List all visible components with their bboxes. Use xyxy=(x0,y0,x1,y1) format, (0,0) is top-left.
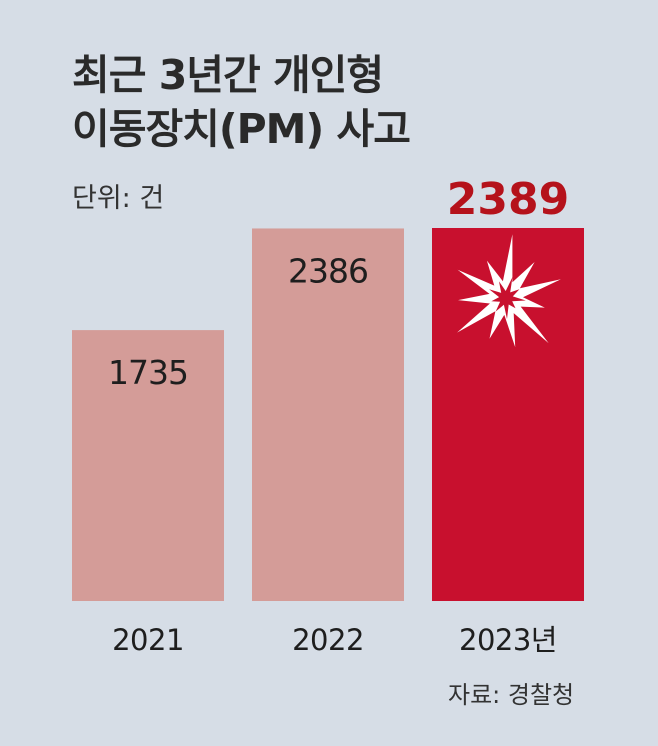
bar-2022 xyxy=(252,228,404,602)
source-label: 자료: 경찰청 xyxy=(448,681,575,709)
unit-label: 단위: 건 xyxy=(72,183,165,214)
chart-title-line1: 최근 3년간 개인형 xyxy=(72,51,384,99)
chart-title: 최근 3년간 개인형 이동장치(PM) 사고 xyxy=(72,48,411,156)
category-label: 2021 xyxy=(112,623,184,657)
value-label-highlight: 2389 xyxy=(447,174,569,225)
bar-2021 xyxy=(72,330,224,601)
category-label: 2022 xyxy=(292,623,364,657)
value-label: 2386 xyxy=(288,251,368,290)
category-label: 2023년 xyxy=(459,623,557,657)
chart-title-line2: 이동장치(PM) 사고 xyxy=(72,105,411,153)
burst-core-icon xyxy=(489,277,526,319)
value-label: 1735 xyxy=(108,353,188,392)
